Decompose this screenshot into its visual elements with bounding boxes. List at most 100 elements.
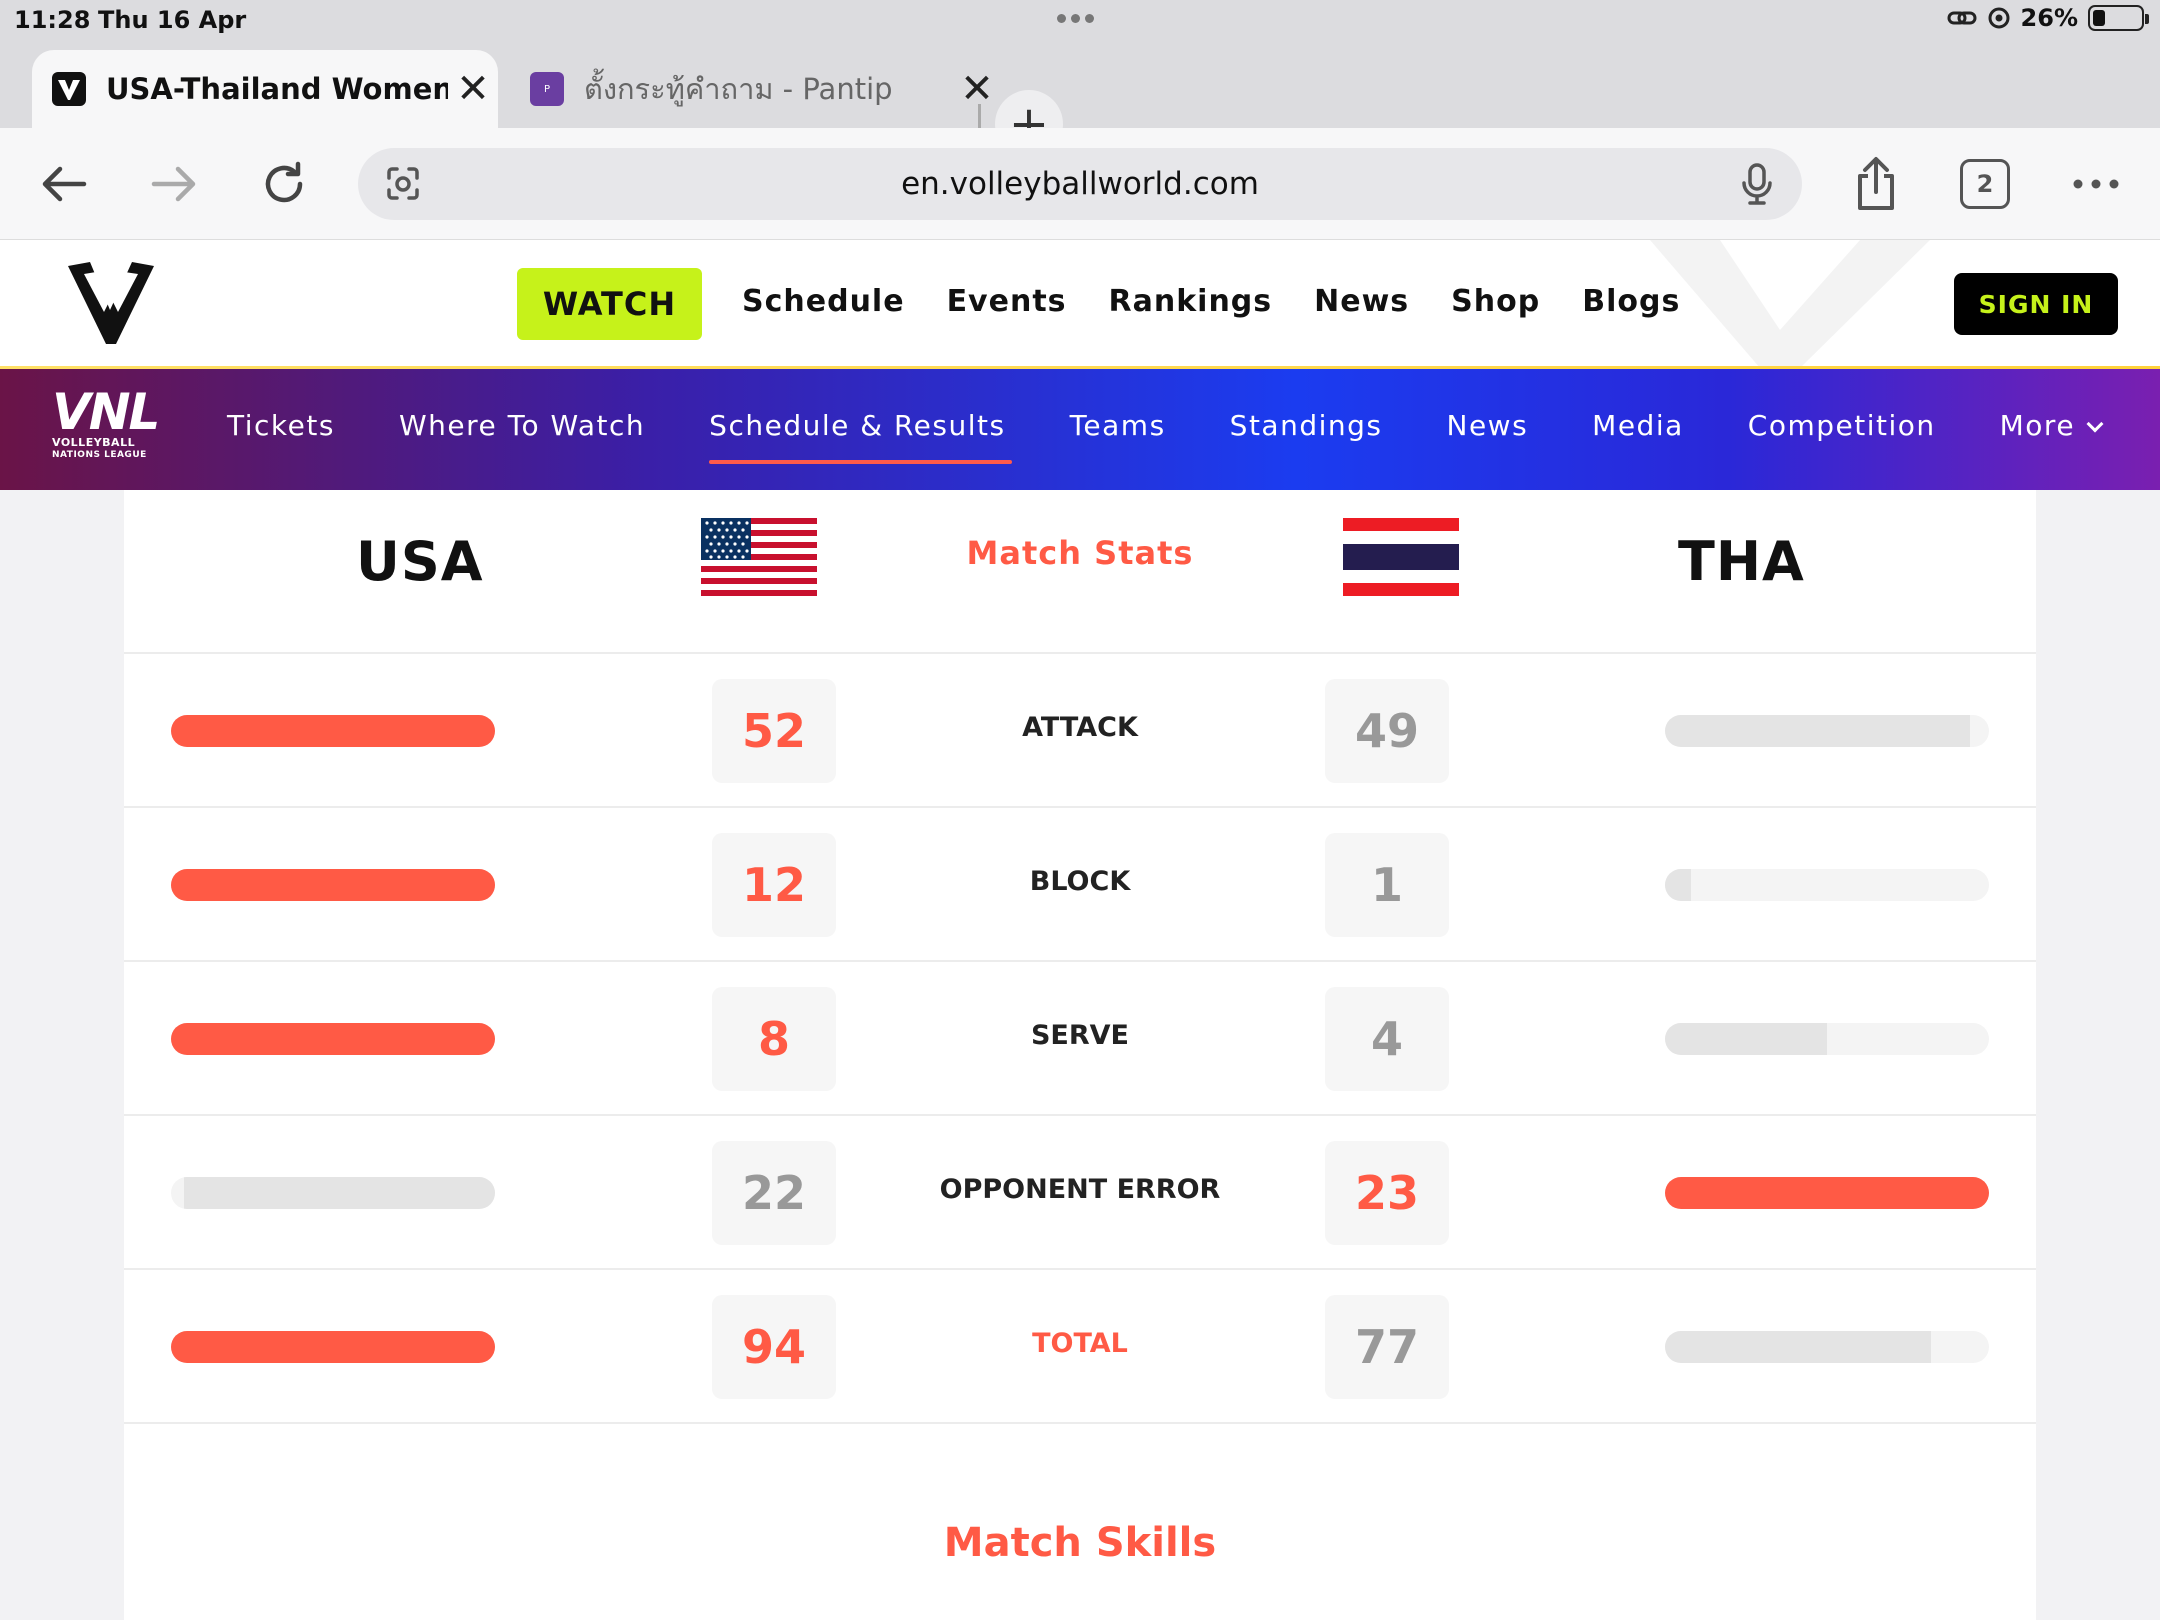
vnl-item-tickets[interactable]: Tickets bbox=[227, 409, 335, 442]
link-icon bbox=[1947, 11, 1977, 25]
home-bar-fill bbox=[171, 715, 495, 747]
volleyballworld-icon bbox=[52, 72, 86, 106]
home-stat-value: 8 bbox=[712, 987, 836, 1091]
battery-icon bbox=[2088, 5, 2149, 31]
away-team-name: THA bbox=[1678, 530, 1805, 593]
home-stat-bar bbox=[171, 1177, 495, 1209]
usa-flag-icon bbox=[701, 518, 817, 596]
reload-button[interactable] bbox=[252, 152, 316, 216]
away-bar-fill bbox=[1665, 1331, 1931, 1363]
volleyballworld-logo-icon[interactable] bbox=[66, 260, 156, 346]
vnl-item-schedule-results[interactable]: Schedule & Results bbox=[709, 409, 1012, 464]
away-bar-fill bbox=[1665, 1023, 1827, 1055]
tab-separator bbox=[978, 104, 981, 142]
watch-button[interactable]: WATCH bbox=[517, 268, 702, 340]
stat-row: 52 ATTACK 49 bbox=[124, 654, 2036, 808]
address-bar[interactable]: en.volleyballworld.com bbox=[358, 148, 1802, 220]
tab-switcher-button[interactable]: 2 bbox=[1953, 152, 2017, 216]
site-header: WATCH Schedule Events Rankings News Shop… bbox=[0, 240, 2160, 368]
vnl-item-standings[interactable]: Standings bbox=[1229, 409, 1383, 442]
vnl-menu: Tickets Where To Watch Schedule & Result… bbox=[227, 409, 2104, 464]
away-stat-value: 4 bbox=[1325, 987, 1449, 1091]
share-button[interactable] bbox=[1844, 152, 1908, 216]
home-bar-fill bbox=[171, 869, 495, 901]
status-date: Thu 16 Apr bbox=[98, 6, 247, 34]
microphone-icon[interactable] bbox=[1732, 159, 1782, 209]
nav-rankings[interactable]: Rankings bbox=[1108, 284, 1273, 319]
close-tab-icon[interactable]: ✕ bbox=[456, 66, 490, 112]
more-menu-button[interactable] bbox=[2064, 152, 2128, 216]
google-lens-icon[interactable] bbox=[378, 159, 428, 209]
sign-in-button[interactable]: SIGN IN bbox=[1954, 273, 2118, 335]
home-team-name: USA bbox=[356, 530, 484, 593]
home-stat-value: 22 bbox=[712, 1141, 836, 1245]
stat-row: 22 OPPONENT ERROR 23 bbox=[124, 1116, 2036, 1270]
battery-percent: 26% bbox=[2020, 4, 2078, 32]
away-stat-bar bbox=[1665, 715, 1989, 747]
main-nav: Schedule Events Rankings News Shop Blogs bbox=[742, 284, 1680, 319]
teams-header: USA Match Stats THA bbox=[124, 490, 2036, 654]
status-right: 26% bbox=[1947, 4, 2149, 32]
forward-button[interactable] bbox=[142, 152, 206, 216]
vnl-item-competition[interactable]: Competition bbox=[1747, 409, 1936, 442]
stat-label: OPPONENT ERROR bbox=[939, 1174, 1221, 1205]
home-stat-value: 12 bbox=[712, 833, 836, 937]
away-stat-value: 77 bbox=[1325, 1295, 1449, 1399]
away-bar-fill bbox=[1665, 715, 1970, 747]
more-dots-icon bbox=[2073, 179, 2119, 189]
nav-events[interactable]: Events bbox=[946, 284, 1067, 319]
header-divider bbox=[0, 366, 2160, 369]
home-bar-fill bbox=[183, 1177, 495, 1209]
match-stats-title[interactable]: Match Stats bbox=[966, 534, 1194, 572]
tab-volleyballworld[interactable]: USA-Thailand Women V ✕ bbox=[32, 50, 498, 128]
stat-label: SERVE bbox=[1030, 1020, 1130, 1051]
stat-row: 8 SERVE 4 bbox=[124, 962, 2036, 1116]
home-stat-bar bbox=[171, 869, 495, 901]
away-stat-bar bbox=[1665, 1023, 1989, 1055]
arrow-right-icon bbox=[151, 166, 196, 202]
vnl-item-where-to-watch[interactable]: Where To Watch bbox=[398, 409, 646, 442]
at-sign-icon bbox=[1988, 7, 2010, 29]
away-stat-bar bbox=[1665, 1177, 1989, 1209]
away-bar-fill bbox=[1665, 1177, 1989, 1209]
close-tab-icon[interactable]: ✕ bbox=[960, 66, 994, 112]
ios-status-bar: 11:28 Thu 16 Apr 26% bbox=[0, 0, 2160, 40]
browser-toolbar: en.volleyballworld.com 2 bbox=[0, 128, 2160, 240]
vnl-item-news[interactable]: News bbox=[1446, 409, 1529, 442]
status-time: 11:28 bbox=[14, 6, 91, 34]
vnl-item-media[interactable]: Media bbox=[1592, 409, 1684, 442]
url-text: en.volleyballworld.com bbox=[901, 166, 1259, 202]
vnl-logo-line1: VOLLEYBALL bbox=[52, 436, 136, 449]
home-stat-value: 94 bbox=[712, 1295, 836, 1399]
match-skills-title[interactable]: Match Skills bbox=[943, 1520, 1217, 1566]
tab-title: ตั้งกระทู้คำถาม - Pantip bbox=[584, 72, 893, 106]
away-bar-fill bbox=[1665, 869, 1691, 901]
away-stat-bar bbox=[1665, 869, 1989, 901]
vnl-item-more[interactable]: More bbox=[1999, 409, 2104, 442]
nav-news[interactable]: News bbox=[1314, 284, 1410, 319]
more-label: More bbox=[1999, 409, 2076, 442]
vnl-item-teams[interactable]: Teams bbox=[1069, 409, 1166, 442]
home-stat-bar bbox=[171, 1023, 495, 1055]
home-bar-fill bbox=[171, 1023, 495, 1055]
multitasking-dots-icon[interactable] bbox=[1057, 14, 1094, 23]
stat-row: 94 TOTAL 77 bbox=[124, 1270, 2036, 1424]
nav-shop[interactable]: Shop bbox=[1451, 284, 1541, 319]
tab-pantip[interactable]: P ตั้งกระทู้คำถาม - Pantip ✕ bbox=[512, 50, 1002, 128]
stat-label: ATTACK bbox=[1022, 712, 1138, 743]
share-icon bbox=[1858, 157, 1894, 210]
browser-tab-strip: USA-Thailand Women V ✕ P ตั้งกระทู้คำถาม… bbox=[0, 40, 2160, 158]
away-stat-value: 1 bbox=[1325, 833, 1449, 937]
thailand-flag-icon bbox=[1343, 518, 1459, 596]
home-bar-fill bbox=[171, 1331, 495, 1363]
stat-label: TOTAL bbox=[1032, 1328, 1128, 1359]
back-button[interactable] bbox=[32, 152, 96, 216]
nav-schedule[interactable]: Schedule bbox=[742, 284, 905, 319]
match-stats-card: USA Match Stats THA 52 AT bbox=[124, 490, 2036, 1620]
away-stat-bar bbox=[1665, 1331, 1989, 1363]
vnl-logo-line2: NATIONS LEAGUE bbox=[52, 450, 147, 460]
background-logo-mark bbox=[1650, 240, 1930, 368]
nav-blogs[interactable]: Blogs bbox=[1582, 284, 1681, 319]
pantip-icon: P bbox=[530, 72, 564, 106]
vnl-logo[interactable]: VNL VOLLEYBALL NATIONS LEAGUE bbox=[52, 387, 160, 461]
